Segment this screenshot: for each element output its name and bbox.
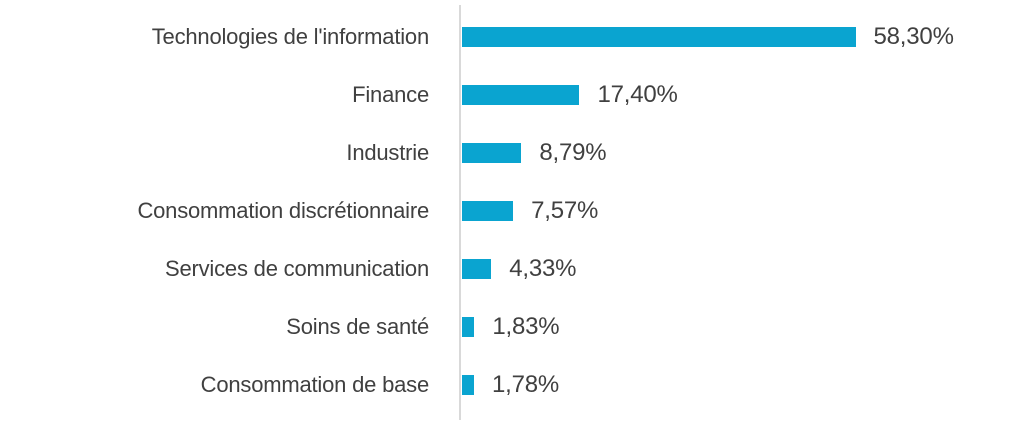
category-label: Soins de santé [286,313,429,339]
chart-row: Soins de santé 1,83% [0,298,1030,356]
bar [462,27,856,47]
chart-row: Consommation discrétionnaire 7,57% [0,182,1030,240]
chart-row: Consommation de base 1,78% [0,356,1030,414]
bar [462,85,580,105]
chart-row: Industrie 8,79% [0,124,1030,182]
category-label: Services de communication [164,255,429,281]
bar [462,317,475,337]
y-axis-line [459,5,461,420]
chart-row: Finance 17,40% [0,66,1030,124]
bar [462,201,514,221]
value-label: 17,40% [597,81,678,108]
value-label: 1,78% [492,371,560,398]
chart-plot-area: Technologies de l'information 58,30% Fin… [0,8,1030,414]
bar [462,259,492,279]
chart-row: Technologies de l'information 58,30% [0,8,1030,66]
category-label: Finance [352,81,429,107]
chart-row: Services de communication 4,33% [0,240,1030,298]
value-label: 7,57% [531,197,599,224]
bar [462,375,474,395]
category-label: Technologies de l'information [151,23,429,49]
value-label: 4,33% [509,255,577,282]
value-label: 1,83% [492,313,560,340]
category-label: Industrie [346,139,429,165]
value-label: 8,79% [539,139,607,166]
value-label: 58,30% [873,23,954,50]
category-label: Consommation de base [200,371,430,397]
bar [462,143,522,163]
category-label: Consommation discrétionnaire [137,197,429,223]
